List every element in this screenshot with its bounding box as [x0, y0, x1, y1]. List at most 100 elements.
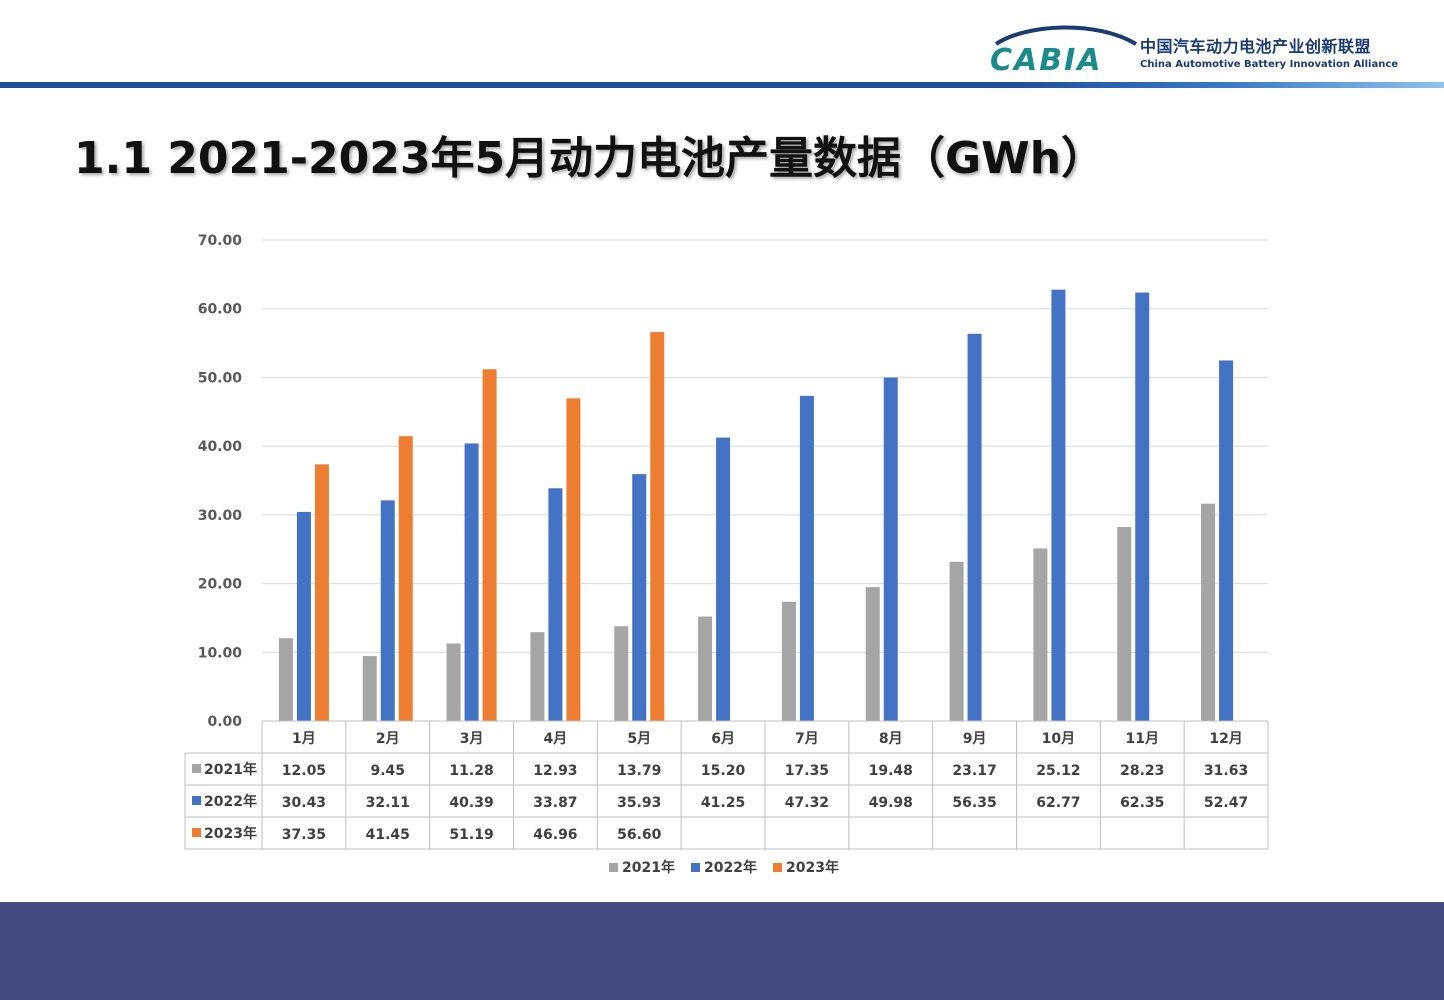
- bar-2022年-5月: [632, 474, 647, 721]
- data-label: 35.93: [617, 795, 661, 811]
- data-label: 41.45: [366, 827, 410, 843]
- bar-2023年-2月: [398, 436, 413, 721]
- production-bar-chart: 0.00 10.00 20.00 30.00 40.00 50.00 60.00 70.00 1…: [184, 233, 1269, 876]
- header-divider: [0, 82, 1444, 88]
- bar-2022年-9月: [967, 333, 982, 721]
- bar-2022年-6月: [716, 437, 731, 721]
- bar-2023年-5月: [650, 332, 665, 721]
- legend-label: 2021年: [622, 859, 675, 876]
- bar-2021年-3月: [446, 643, 461, 721]
- x-tick-label: 9月: [963, 731, 987, 747]
- bar-2021年-9月: [949, 561, 964, 721]
- x-tick-label: 6月: [711, 731, 735, 747]
- data-label: 28.23: [1120, 763, 1164, 779]
- bar-2021年-5月: [614, 626, 629, 721]
- data-label: 9.45: [370, 763, 405, 779]
- y-tick-label: 50.00: [198, 370, 243, 386]
- data-label: 62.77: [1036, 795, 1080, 811]
- y-tick-label: 30.00: [198, 508, 243, 524]
- data-label: 49.98: [869, 795, 913, 811]
- bar-2022年-8月: [883, 377, 898, 721]
- data-label: 19.48: [869, 763, 913, 779]
- data-label: 46.96: [533, 827, 577, 843]
- org-name-en: China Automotive Battery Innovation Alli…: [1140, 59, 1399, 70]
- y-tick-label: 10.00: [198, 645, 243, 661]
- bar-2021年-11月: [1117, 527, 1132, 721]
- bar-2021年-4月: [530, 632, 545, 721]
- x-tick-label: 7月: [795, 731, 819, 747]
- y-tick-label: 0.00: [207, 714, 242, 730]
- data-label: 33.87: [533, 795, 577, 811]
- y-tick-label: 20.00: [198, 577, 243, 593]
- bar-2022年-10月: [1051, 289, 1066, 721]
- data-label: 56.60: [617, 827, 662, 843]
- bar-2021年-12月: [1201, 503, 1216, 721]
- legend-key: [609, 863, 618, 872]
- bar-2022年-11月: [1135, 292, 1150, 721]
- org-name: 中国汽车动力电池产业创新联盟 China Automotive Battery …: [1140, 33, 1398, 70]
- data-label: 12.93: [533, 763, 577, 779]
- data-label: 25.12: [1036, 763, 1080, 779]
- bar-2021年-8月: [865, 587, 880, 721]
- table-legend-key: [192, 796, 201, 805]
- data-label: 17.35: [785, 763, 829, 779]
- bar-2021年-2月: [362, 656, 377, 721]
- data-label: 47.32: [785, 795, 829, 811]
- legend-key: [773, 863, 782, 872]
- data-label: 11.28: [449, 763, 493, 779]
- x-tick-label: 8月: [879, 731, 903, 747]
- data-label: 32.11: [366, 795, 410, 811]
- x-tick-label: 3月: [460, 731, 484, 747]
- legend-key: [691, 863, 700, 872]
- data-label: 13.79: [617, 763, 661, 779]
- data-label: 23.17: [952, 763, 996, 779]
- x-tick-label: 11月: [1126, 731, 1159, 747]
- data-label: 37.35: [282, 827, 326, 843]
- bar-2021年-10月: [1033, 548, 1048, 721]
- bar-2022年-4月: [548, 488, 563, 721]
- data-label: 51.19: [449, 827, 493, 843]
- legend-label: 2022年: [704, 859, 757, 876]
- footer-band: [0, 902, 1444, 1000]
- y-tick-label: 60.00: [198, 302, 243, 318]
- x-tick-label: 4月: [544, 731, 568, 747]
- data-label: 15.20: [701, 763, 746, 779]
- table-series-label: 2021年: [204, 761, 257, 778]
- table-series-label: 2023年: [204, 825, 257, 842]
- y-tick-label: 40.00: [198, 439, 243, 455]
- bar-2022年-3月: [464, 443, 479, 721]
- cabia-logo: CABIA: [990, 25, 1138, 78]
- x-tick-label: 2月: [376, 731, 400, 747]
- bar-2022年-2月: [380, 500, 395, 721]
- data-label: 41.25: [701, 795, 745, 811]
- x-tick-label: 10月: [1042, 731, 1075, 747]
- page-title: 1.1 2021-2023年5月动力电池产量数据（GWh）: [74, 133, 1106, 184]
- bar-2023年-4月: [566, 398, 581, 721]
- bar-2022年-12月: [1219, 360, 1234, 721]
- table-legend-key: [192, 764, 201, 773]
- data-label: 30.43: [282, 795, 326, 811]
- x-tick-label: 1月: [292, 731, 316, 747]
- data-label: 40.39: [449, 795, 493, 811]
- data-label: 12.05: [282, 763, 326, 779]
- x-tick-label: 5月: [627, 731, 651, 747]
- bar-2023年-3月: [482, 369, 497, 721]
- data-label: 56.35: [952, 795, 996, 811]
- org-name-cn: 中国汽车动力电池产业创新联盟: [1140, 37, 1372, 56]
- logo-swoosh: [994, 25, 1138, 46]
- bar-2021年-1月: [278, 638, 293, 721]
- table-legend-key: [192, 828, 201, 837]
- legend-label: 2023年: [786, 859, 839, 876]
- bar-2022年-1月: [296, 511, 311, 721]
- bar-2021年-7月: [781, 601, 796, 721]
- bar-2022年-7月: [799, 395, 814, 721]
- data-label: 31.63: [1204, 763, 1248, 779]
- logo-mark: CABIA: [990, 43, 1102, 78]
- data-label: 62.35: [1120, 795, 1164, 811]
- data-label: 52.47: [1204, 795, 1248, 811]
- x-tick-label: 12月: [1209, 731, 1242, 747]
- bar-2023年-1月: [314, 464, 329, 721]
- y-tick-label: 70.00: [198, 233, 243, 249]
- table-series-label: 2022年: [204, 793, 257, 810]
- bar-2021年-6月: [698, 616, 713, 721]
